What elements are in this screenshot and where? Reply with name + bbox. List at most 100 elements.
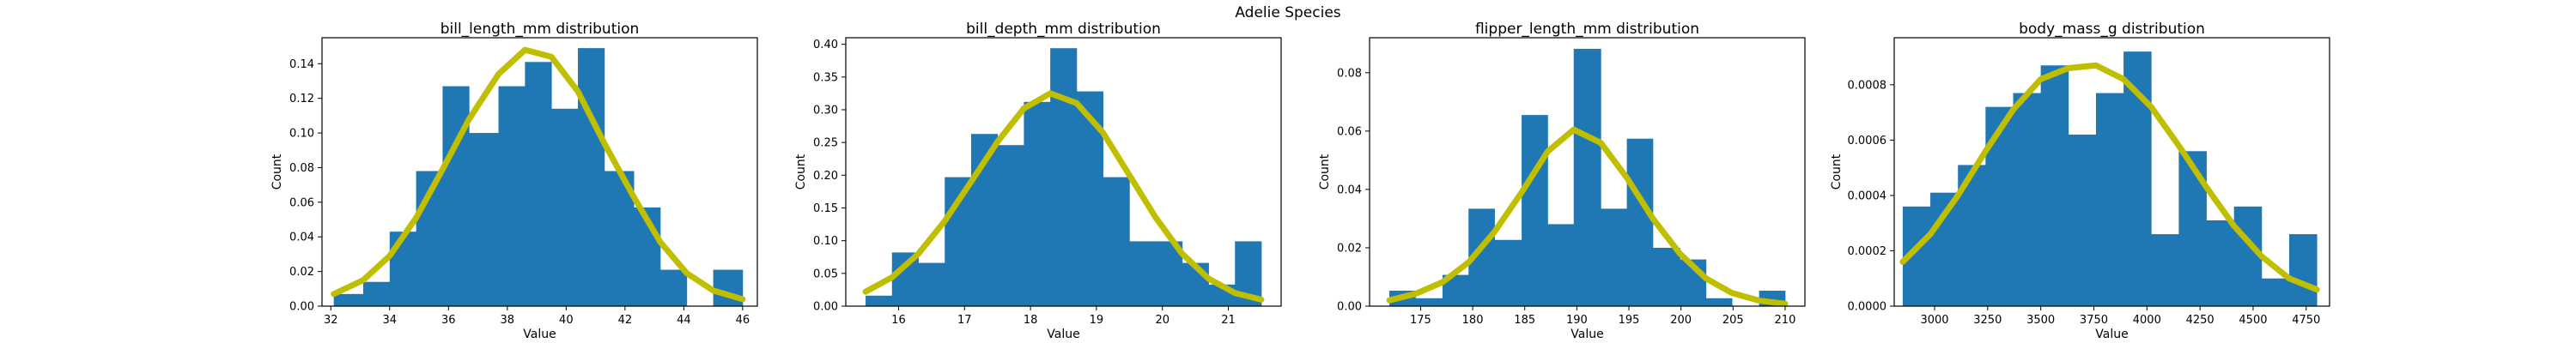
chart-title: body_mass_g distribution bbox=[2019, 21, 2205, 38]
y-tick-label: 0.0008 bbox=[1848, 79, 1887, 92]
chart-panel-4: 3000 3250 3500 3750 4000 4250 4500 4750 0.0000 0.… bbox=[1830, 21, 2330, 341]
histogram-bar bbox=[1705, 298, 1733, 306]
histogram-bar bbox=[866, 295, 893, 306]
x-tick-label: 205 bbox=[1722, 314, 1744, 327]
chart-title: bill_depth_mm distribution bbox=[966, 21, 1161, 38]
y-tick-label: 0.40 bbox=[813, 39, 838, 51]
y-tick-label: 0.30 bbox=[813, 104, 838, 117]
histogram-bar bbox=[2289, 234, 2318, 306]
x-tick-label: 16 bbox=[891, 314, 906, 327]
axes-frame bbox=[321, 37, 758, 307]
histogram-bar bbox=[1985, 106, 2014, 306]
axes-frame bbox=[1893, 37, 2330, 307]
x-tick-label: 4000 bbox=[2133, 314, 2161, 327]
histogram-bar bbox=[1522, 115, 1548, 306]
histogram-bar bbox=[1494, 239, 1522, 306]
histogram-bar bbox=[442, 86, 470, 306]
histogram-bar bbox=[1652, 247, 1680, 306]
x-tick-label: 46 bbox=[736, 314, 750, 327]
y-tick-label: 0.15 bbox=[813, 202, 838, 215]
histogram-bar bbox=[1050, 48, 1078, 307]
y-tick-label: 0.12 bbox=[289, 93, 314, 105]
histogram-bar bbox=[2233, 206, 2263, 306]
y-axis-label: Count bbox=[1830, 153, 1844, 190]
x-tick-label: 3000 bbox=[1920, 314, 1948, 327]
y-axis-label: Count bbox=[794, 153, 808, 190]
density-curve bbox=[1899, 62, 2320, 293]
axes-frame bbox=[845, 37, 1282, 307]
x-tick-label: 20 bbox=[1155, 314, 1170, 327]
histogram-bar bbox=[389, 232, 417, 306]
histogram-bar bbox=[659, 269, 688, 306]
y-tick-label: 0.04 bbox=[289, 232, 314, 244]
x-tick-label: 4500 bbox=[2239, 314, 2267, 327]
histogram-bar bbox=[1415, 298, 1443, 306]
histogram-bar bbox=[997, 145, 1024, 306]
y-tick-label: 0.05 bbox=[813, 268, 838, 280]
histogram-bar bbox=[362, 281, 391, 306]
x-axis-label: Value bbox=[1571, 328, 1603, 341]
histogram-bar bbox=[1103, 177, 1130, 306]
x-tick-label: 40 bbox=[559, 314, 574, 327]
histogram-bar bbox=[2206, 220, 2235, 306]
histogram-bar bbox=[469, 133, 499, 306]
histogram-bar bbox=[578, 48, 605, 307]
x-tick-label: 180 bbox=[1462, 314, 1484, 327]
y-tick-label: 0.10 bbox=[289, 128, 314, 141]
x-tick-label: 44 bbox=[677, 314, 691, 327]
chart-title: flipper_length_mm distribution bbox=[1475, 21, 1699, 38]
histogram-bar bbox=[498, 86, 526, 306]
histogram-bar bbox=[918, 262, 945, 306]
x-tick-label: 185 bbox=[1514, 314, 1535, 327]
histogram-bar bbox=[2068, 134, 2097, 306]
y-axis-label: Count bbox=[270, 153, 284, 190]
histogram-bar bbox=[2261, 278, 2290, 306]
x-tick-label: 17 bbox=[957, 314, 972, 327]
y-tick-label: 0.14 bbox=[289, 58, 314, 71]
y-tick-label: 0.0002 bbox=[1848, 245, 1887, 258]
y-tick-label: 0.08 bbox=[1337, 67, 1362, 80]
axes-frame bbox=[1369, 37, 1806, 307]
y-tick-label: 0.08 bbox=[289, 162, 314, 175]
x-tick-label: 210 bbox=[1775, 314, 1796, 327]
x-tick-label: 200 bbox=[1670, 314, 1692, 327]
y-tick-label: 0.06 bbox=[1337, 125, 1362, 138]
histogram-bar bbox=[1573, 48, 1601, 307]
y-tick-label: 0.20 bbox=[813, 170, 838, 183]
x-tick-label: 38 bbox=[501, 314, 515, 327]
x-axis-label: Value bbox=[1047, 328, 1079, 341]
chart-panel-2: 16 17 18 19 20 21 0.00 0.05 0.10 0.15 0.20 0.25 0.30… bbox=[794, 21, 1282, 341]
histogram-bar bbox=[1129, 241, 1157, 306]
y-tick-label: 0.00 bbox=[1337, 301, 1362, 314]
x-tick-label: 190 bbox=[1566, 314, 1588, 327]
histogram-bar bbox=[525, 62, 552, 307]
x-tick-label: 42 bbox=[618, 314, 633, 327]
x-tick-label: 3500 bbox=[2026, 314, 2055, 327]
y-tick-label: 0.00 bbox=[813, 301, 838, 314]
figure-title: Adelie Species bbox=[1235, 4, 1340, 21]
y-tick-label: 0.06 bbox=[289, 196, 314, 209]
histogram-bar bbox=[1626, 138, 1654, 306]
chart-panel-3: 175 180 185 190 195 200 205 210 0.00 0.02 0.04 0.06… bbox=[1318, 21, 1806, 341]
x-axis-label: Value bbox=[2095, 328, 2128, 341]
histogram-bar bbox=[2178, 151, 2207, 306]
histogram-bar bbox=[551, 108, 579, 306]
x-tick-label: 19 bbox=[1090, 314, 1104, 327]
y-tick-label: 0.35 bbox=[813, 71, 838, 84]
x-tick-label: 18 bbox=[1024, 314, 1038, 327]
x-tick-label: 32 bbox=[324, 314, 338, 327]
x-tick-label: 3250 bbox=[1973, 314, 2002, 327]
x-tick-label: 195 bbox=[1619, 314, 1640, 327]
chart-panel-1: 32 34 36 38 40 42 44 46 0.00 0.02 0.04 0.06 0.08 0.10… bbox=[270, 21, 758, 341]
histogram-bar bbox=[2040, 65, 2069, 307]
density-curve bbox=[1386, 126, 1789, 307]
x-tick-label: 34 bbox=[383, 314, 398, 327]
x-tick-label: 4250 bbox=[2186, 314, 2215, 327]
chart-title: bill_length_mm distribution bbox=[440, 21, 640, 38]
y-tick-label: 0.02 bbox=[289, 266, 314, 279]
y-tick-label: 0.10 bbox=[813, 235, 838, 248]
y-tick-label: 0.02 bbox=[1337, 242, 1362, 255]
y-tick-label: 0.0000 bbox=[1848, 301, 1887, 314]
histogram-bar bbox=[2151, 234, 2179, 306]
